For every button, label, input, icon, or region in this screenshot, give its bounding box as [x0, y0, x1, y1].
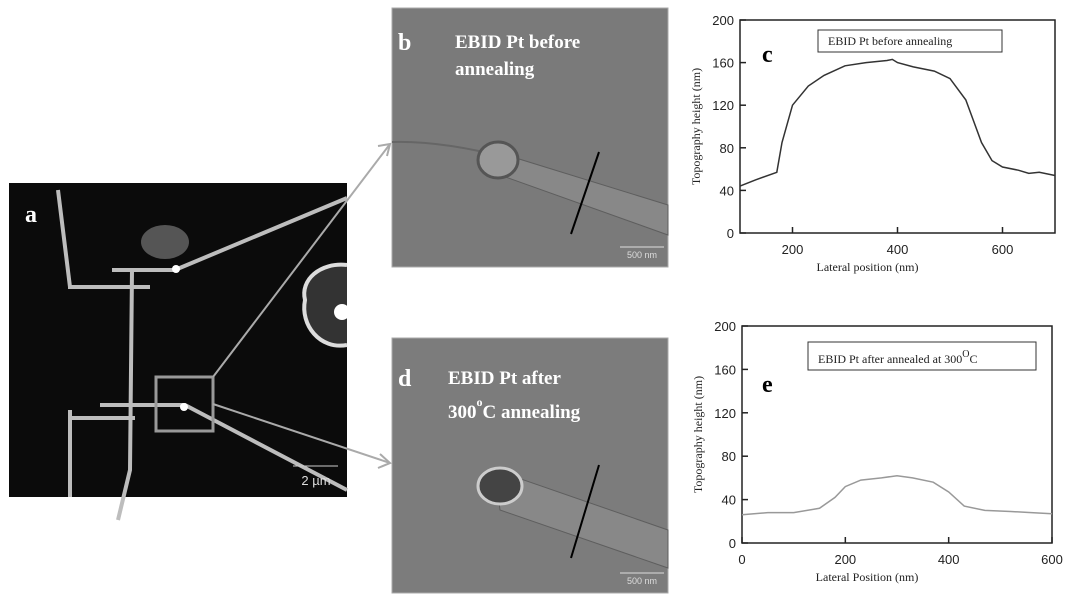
x-tick-label: 600	[992, 242, 1014, 257]
x-tick-label: 0	[738, 552, 745, 567]
y-tick-label: 40	[720, 183, 734, 198]
y-axis-label: Topography height (nm)	[689, 68, 703, 185]
x-tick-label: 400	[887, 242, 909, 257]
annotation: EBID Pt before annealing	[828, 34, 952, 48]
data-line	[740, 59, 1055, 186]
annotation: EBID Pt after annealed at 300OC	[818, 349, 978, 366]
scale-bar-label: 500 nm	[627, 250, 657, 260]
caption-temp: 300	[448, 402, 477, 423]
y-tick-label: 120	[714, 406, 736, 421]
x-axis-label: Lateral Position (nm)	[816, 570, 919, 584]
y-axis-label: Topography height (nm)	[691, 376, 705, 493]
y-tick-label: 200	[712, 13, 734, 28]
caption-tail: C annealing	[483, 402, 581, 423]
caption: EBID Pt after	[448, 368, 561, 389]
x-tick-label: 200	[834, 552, 856, 567]
y-tick-label: 160	[714, 362, 736, 377]
panel-label: c	[762, 42, 773, 68]
y-tick-label: 0	[727, 226, 734, 241]
panel-label: d	[398, 366, 412, 392]
caption: annealing	[455, 59, 535, 80]
figure: 2 µm a 500 nm b EBID Pt before annealing…	[0, 0, 1066, 595]
y-tick-label: 160	[712, 56, 734, 71]
data-line	[742, 476, 1052, 515]
panel-label: b	[398, 30, 411, 56]
x-tick-label: 400	[938, 552, 960, 567]
sem-image-d: 500 nm d EBID Pt after 300oC annealing	[392, 338, 668, 593]
y-tick-label: 80	[720, 141, 734, 156]
annotation-tail: C	[970, 352, 978, 366]
annotation-sup: O	[962, 349, 969, 360]
y-tick-label: 200	[714, 319, 736, 334]
panel-label: e	[762, 372, 773, 398]
panel-label: a	[25, 202, 37, 228]
x-axis-label: Lateral position (nm)	[817, 260, 919, 274]
afm-image: 2 µm a	[9, 183, 350, 520]
annotation-text: EBID Pt before annealing	[828, 34, 952, 48]
annotation-text: EBID Pt after annealed at 300	[818, 352, 962, 366]
x-tick-label: 200	[782, 242, 804, 257]
x-tick-label: 600	[1041, 552, 1063, 567]
sem-image-b: 500 nm b EBID Pt before annealing	[392, 8, 668, 267]
scale-bar-label: 2 µm	[301, 473, 330, 488]
y-tick-label: 120	[712, 98, 734, 113]
scale-bar-label: 500 nm	[627, 576, 657, 586]
caption: EBID Pt before	[455, 32, 580, 53]
y-tick-label: 0	[729, 536, 736, 551]
y-tick-label: 80	[722, 449, 736, 464]
y-tick-label: 40	[722, 493, 736, 508]
